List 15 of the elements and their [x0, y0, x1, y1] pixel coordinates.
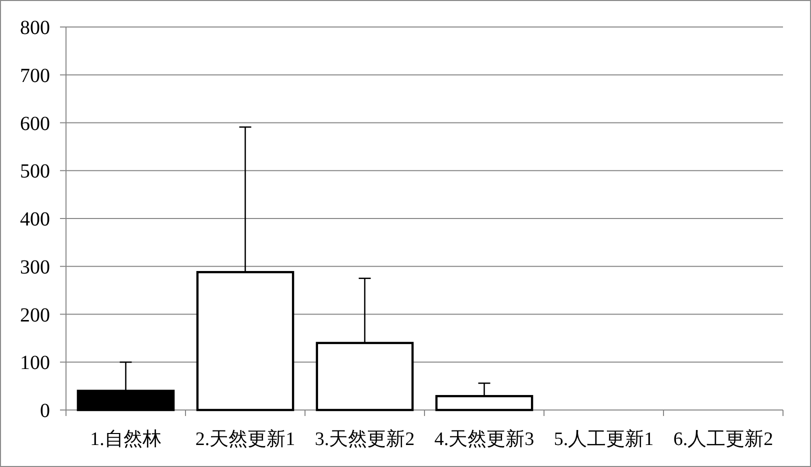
- y-tick-label: 700: [20, 64, 50, 87]
- x-tick-label: 6.人工更新2: [673, 428, 774, 450]
- y-tick-label: 300: [20, 256, 50, 278]
- y-tick-label: 500: [20, 160, 50, 183]
- y-tick-label: 0: [40, 400, 50, 422]
- x-tick-label: 2.天然更新1: [195, 428, 296, 450]
- y-tick-label: 400: [20, 208, 50, 230]
- y-tick-label: 800: [20, 17, 50, 39]
- y-tick-label: 200: [20, 304, 50, 326]
- y-tick-label: 600: [20, 112, 50, 135]
- x-tick-label: 3.天然更新2: [314, 428, 415, 450]
- y-tick-label: 100: [20, 352, 50, 374]
- x-tick-label: 1.自然林: [90, 429, 162, 450]
- x-tick-label: 4.天然更新3: [434, 428, 534, 450]
- x-tick-label: 5.人工更新1: [554, 428, 654, 450]
